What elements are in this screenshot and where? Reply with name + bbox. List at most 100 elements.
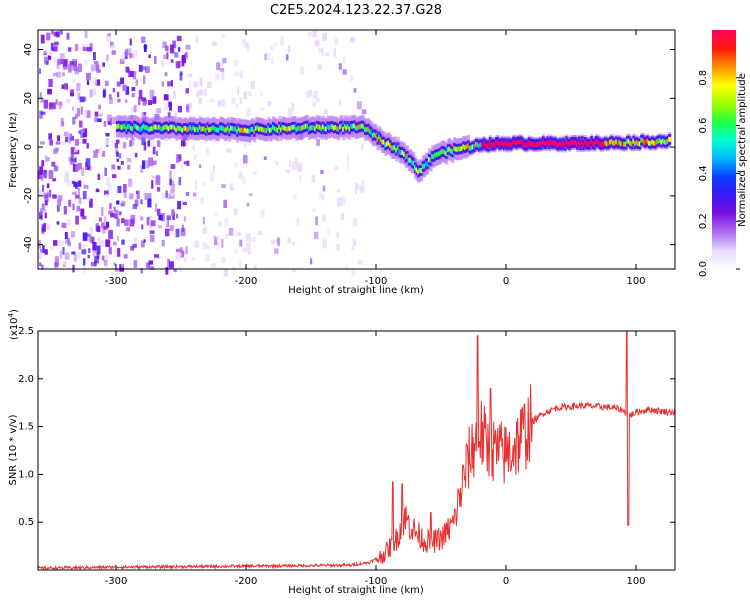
spectrogram-noise-cell — [317, 64, 323, 70]
spectrogram-ridge-core — [231, 126, 235, 131]
spectrogram-noise-cell — [48, 133, 52, 140]
colorbar-ticks: 0.0 0.2 0.4 0.6 0.8 — [698, 70, 740, 277]
spectrogram-ridge-core — [496, 139, 500, 145]
spectrogram-noise-cell — [71, 78, 76, 83]
spectrogram-noise-cell — [306, 91, 309, 99]
spectrogram-noise-cell — [149, 230, 155, 234]
spectrogram-noise-cell — [185, 192, 190, 196]
spectrogram-noise-cell — [189, 149, 194, 156]
spectrogram-ridge-core — [223, 127, 227, 133]
spectrogram-noise-cell — [178, 177, 182, 186]
spectrogram-noise-cell — [113, 262, 116, 266]
spectrogram-noise-cell — [72, 164, 78, 172]
spectrogram-noise-cell — [116, 81, 121, 87]
spectrogram-noise-cell — [89, 165, 92, 171]
spectrogram-noise-cell — [313, 90, 318, 100]
spectrogram-noise-cell — [86, 80, 90, 86]
spectrogram-noise-cell — [71, 147, 74, 156]
spectrogram-noise-cell — [156, 255, 162, 259]
spectrogram-noise-cell — [46, 224, 50, 230]
spectrogram-noise-cell — [82, 258, 86, 266]
spectrogram-noise-cell — [241, 39, 246, 44]
spectrogram-ridge-core — [488, 140, 492, 145]
spectrogram-noise-cell — [193, 81, 199, 88]
spectrogram-noise-cell — [263, 43, 268, 48]
spectrogram-noise-cell — [275, 238, 279, 244]
spectrogram-noise-cell — [78, 196, 82, 205]
spectrogram-ridge-core — [529, 141, 533, 147]
spectrogram-noise-cell — [39, 208, 43, 216]
spectrogram-ridge-core — [498, 142, 502, 147]
spectrogram-noise-cell — [64, 252, 70, 260]
spectrogram-noise-cell — [300, 67, 305, 75]
spectrogram-noise-cell — [43, 99, 49, 109]
spectrogram-noise-cell — [81, 249, 87, 255]
spectrogram-noise-cell — [141, 66, 146, 71]
spectrogram-noise-cell — [141, 224, 144, 230]
spectrogram-noise-cell — [222, 58, 227, 64]
spectrogram-ridge-core — [576, 142, 580, 147]
spectrogram-noise-cell — [322, 214, 327, 222]
spectrogram-noise-cell — [146, 217, 150, 226]
spectrogram-ridge-core — [426, 161, 430, 167]
spectrogram-noise-cell — [312, 30, 317, 38]
spectrogram-ridge-core — [342, 126, 346, 132]
spectrogram-ridge-core — [356, 125, 360, 131]
spectrogram-noise-cell — [131, 93, 135, 98]
spectrogram-noise-cell — [68, 156, 71, 162]
spectrogram-noise-cell — [44, 56, 49, 65]
spectrogram-noise-cell — [102, 90, 106, 98]
spectrogram-noise-cell — [74, 148, 78, 153]
spectrogram-ridge-core — [615, 139, 619, 145]
spectrogram-ridge-core — [119, 124, 123, 129]
spectrogram-noise-cell — [163, 94, 169, 101]
figure-title: C2E5.2024.123.22.37.G28 — [270, 3, 442, 18]
spectrogram-ridge-core — [204, 128, 208, 133]
spectrogram-noise-cell — [170, 184, 176, 191]
spectrogram-ridge-core — [348, 126, 352, 132]
snr-x-label: Height of straight line (km) — [288, 585, 424, 596]
spectrogram-ridge-core — [162, 125, 166, 131]
spectrogram-noise-cell — [176, 154, 182, 162]
spectrogram-noise-cell — [38, 253, 43, 259]
spectrogram-noise-cell — [93, 60, 99, 65]
spectrogram-ridge-core — [169, 125, 172, 130]
spectrogram-noise-cell — [119, 265, 125, 272]
spectrogram-noise-cell — [199, 164, 202, 169]
spectrogram-noise-cell — [111, 164, 116, 170]
spectrogram-ridge-core — [474, 141, 478, 147]
spectrogram-noise-cell — [173, 91, 176, 99]
spectrogram-y-tick-label: -20 — [23, 188, 34, 204]
spectrogram-noise-cell — [202, 227, 206, 234]
spectrogram-noise-cell — [120, 55, 126, 62]
spectrogram-noise-cell — [291, 267, 297, 273]
spectrogram-noise-cell — [124, 99, 128, 103]
spectrogram-noise-cell — [253, 264, 257, 270]
spectrogram-ridge-core — [270, 127, 274, 133]
spectrogram-ridge-core — [253, 129, 257, 134]
spectrogram-ridge-core — [123, 123, 127, 129]
spectrogram-noise-cell — [336, 198, 342, 207]
spectrogram-x-tick-label: 0 — [503, 276, 509, 287]
spectrogram-noise-cell — [126, 158, 132, 163]
spectrogram-ridge-core — [311, 125, 314, 131]
spectrogram-noise-cell — [177, 105, 182, 113]
spectrogram-noise-cell — [165, 267, 169, 275]
spectrogram-y-tick-label: 20 — [23, 92, 34, 105]
spectrogram-noise-cell — [246, 202, 250, 207]
spectrogram-noise-cell — [148, 193, 152, 202]
spectrogram-noise-cell — [115, 206, 120, 210]
spectrogram-noise-cell — [125, 66, 130, 73]
spectrogram-noise-cell — [243, 140, 247, 149]
spectrogram-noise-cell — [178, 47, 181, 52]
spectrogram-noise-cell — [55, 141, 61, 145]
spectrogram-noise-cell — [152, 160, 157, 165]
spectrogram-ridge-core — [197, 127, 201, 133]
spectrogram-noise-cell — [359, 184, 364, 194]
spectrogram-ridge-core — [399, 150, 403, 156]
spectrogram-y-tick-label: 0 — [23, 144, 34, 150]
spectrogram-noise-cell — [322, 185, 326, 192]
spectrogram-noise-cell — [318, 192, 323, 200]
spectrogram-x-tick-label: -200 — [235, 276, 258, 287]
spectrogram-noise-cell — [101, 228, 106, 234]
